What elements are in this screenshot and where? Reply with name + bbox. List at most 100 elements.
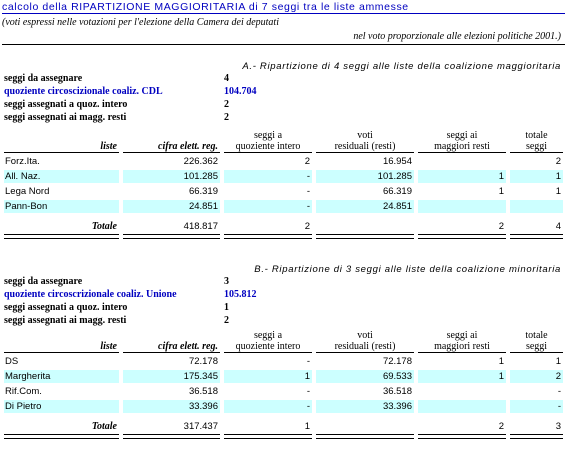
cell-quoz: - [306, 186, 310, 197]
double-underline [4, 234, 119, 239]
double-underline [4, 434, 119, 439]
info-value: 1 [224, 302, 229, 313]
total-resti [316, 220, 414, 233]
info-value: 2 [224, 99, 229, 110]
cell-cifra: 175.345 [123, 370, 220, 383]
info-label: seggi assegnati ai magg. resti [4, 315, 127, 326]
column-header-text: seggi ai [446, 330, 478, 341]
cell-name: Margherita [4, 370, 119, 383]
cell-quoz: - [306, 386, 310, 397]
cell-tot: 1 [510, 170, 563, 183]
column-header-text: maggiori resti [434, 141, 490, 152]
table-row: Lega Nord 66.319 - 66.319 1 1 [4, 184, 563, 198]
column-header-text: voti [357, 330, 373, 341]
total-cifra: 317.437 [183, 421, 218, 432]
table-row: Margherita 175.345 1 69.533 1 2 [4, 369, 563, 383]
column-header: liste [4, 141, 119, 153]
totals-row: Totale 317.437 1 2 3 [4, 418, 563, 439]
cell-resti: 36.518 [382, 386, 412, 397]
table-header: liste cifra elett. reg. seggi a quoziente i… [4, 325, 563, 353]
table-row: DS 72.178 - 72.178 1 1 [4, 354, 563, 368]
double-underline [123, 434, 220, 439]
cell-name: All. Naz. [4, 170, 119, 183]
cell-tot [510, 200, 563, 213]
total-name: Totale [91, 421, 117, 432]
section-a-title: A.- Ripartizione di 4 seggi alle liste d… [242, 61, 561, 72]
cell-tot: 1 [555, 356, 561, 367]
double-underline [224, 234, 312, 239]
info-label: seggi da assegnare [4, 73, 83, 84]
info-value: 104.704 [224, 86, 257, 97]
column-header: cifra elett. reg. [123, 341, 220, 353]
table-row: Forz.Ita. 226.362 2 16.954 2 [4, 154, 563, 168]
table-row: Pann-Bon 24.851-24.851 [4, 199, 563, 213]
info-value: 3 [224, 276, 229, 287]
cell-resti: 101.285 [316, 170, 414, 183]
total-quoz: 2 [304, 221, 310, 232]
cell-cifra: 24.851 [123, 200, 220, 213]
info-value: 4 [224, 73, 229, 84]
column-header: seggi ai maggiori resti [418, 130, 506, 153]
cell-cifra: 36.518 [188, 386, 218, 397]
info-row: seggi assegnati a quoz. intero 1 [4, 302, 229, 313]
double-underline [510, 434, 563, 439]
column-header-text: seggi a [253, 130, 283, 141]
total-quoz: 1 [304, 421, 310, 432]
cell-magg: 1 [418, 170, 506, 183]
total-resti [316, 420, 414, 433]
cell-magg: 1 [498, 356, 504, 367]
cell-quoz: 1 [224, 370, 312, 383]
info-value: 2 [224, 112, 229, 123]
column-header-text: seggi [525, 341, 548, 352]
page-title: calcolo della RIPARTIZIONE MAGGIORITARIA… [2, 1, 565, 14]
total-name: Totale [91, 221, 117, 232]
double-underline [418, 434, 506, 439]
cell-magg [418, 200, 506, 213]
cell-cifra: 72.178 [188, 356, 218, 367]
cell-magg: 1 [498, 186, 504, 197]
cell-cifra: 33.396 [123, 400, 220, 413]
column-header-text: liste [100, 141, 117, 152]
info-row: seggi da assegnare 3 [4, 276, 229, 287]
info-label: quoziente circoscrizionale coaliz. Union… [4, 289, 177, 300]
section-b-title: B.- Ripartizione di 3 seggi alle liste d… [254, 264, 561, 275]
total-magg: 2 [498, 421, 504, 432]
info-label: seggi assegnati a quoz. intero [4, 99, 128, 110]
cell-magg [418, 155, 506, 168]
info-row: quoziente circoscrizionale coaliz. Union… [4, 289, 257, 300]
column-header-text: seggi ai [446, 130, 478, 141]
double-underline [123, 234, 220, 239]
info-value: 105.812 [224, 289, 257, 300]
subtitle-line-1: (voti espressi nelle votazioni per l'ele… [2, 17, 279, 28]
cell-tot: 2 [510, 370, 563, 383]
cell-tot: 1 [555, 186, 561, 197]
cell-resti: 69.533 [316, 370, 414, 383]
info-row: seggi assegnati ai magg. resti 2 [4, 112, 229, 123]
cell-quoz: 2 [304, 156, 310, 167]
cell-name: Di Pietro [4, 400, 119, 413]
table-row: Rif.Com. 36.518 - 36.518 - [4, 384, 563, 398]
header-rule [2, 44, 565, 45]
cell-name: Pann-Bon [4, 200, 119, 213]
column-header-text: liste [100, 341, 117, 352]
column-header-text: residuali (resti) [334, 141, 396, 152]
cell-cifra: 66.319 [188, 186, 218, 197]
cell-tot: 2 [555, 156, 561, 167]
column-header-text: totale [525, 330, 548, 341]
column-header-text: cifra elett. reg. [158, 141, 218, 152]
cell-cifra: 226.362 [183, 156, 218, 167]
double-underline [224, 434, 312, 439]
column-header: seggi a quoziente intero [224, 330, 312, 353]
column-header-text: seggi [525, 141, 548, 152]
info-label: seggi da assegnare [4, 276, 83, 287]
info-label: quoziente circoscizionale coaliz. CDL [4, 86, 163, 97]
column-header: totale seggi [510, 330, 563, 353]
total-cifra: 418.817 [183, 221, 218, 232]
column-header-text: seggi a [253, 330, 283, 341]
info-row: seggi assegnati ai magg. resti 2 [4, 315, 229, 326]
column-header-text: quoziente intero [235, 141, 301, 152]
column-header: seggi ai maggiori resti [418, 330, 506, 353]
cell-quoz: - [224, 200, 312, 213]
subtitle-line-2: nel voto proporzionale alle elezioni pol… [353, 31, 561, 42]
cell-quoz: - [224, 170, 312, 183]
